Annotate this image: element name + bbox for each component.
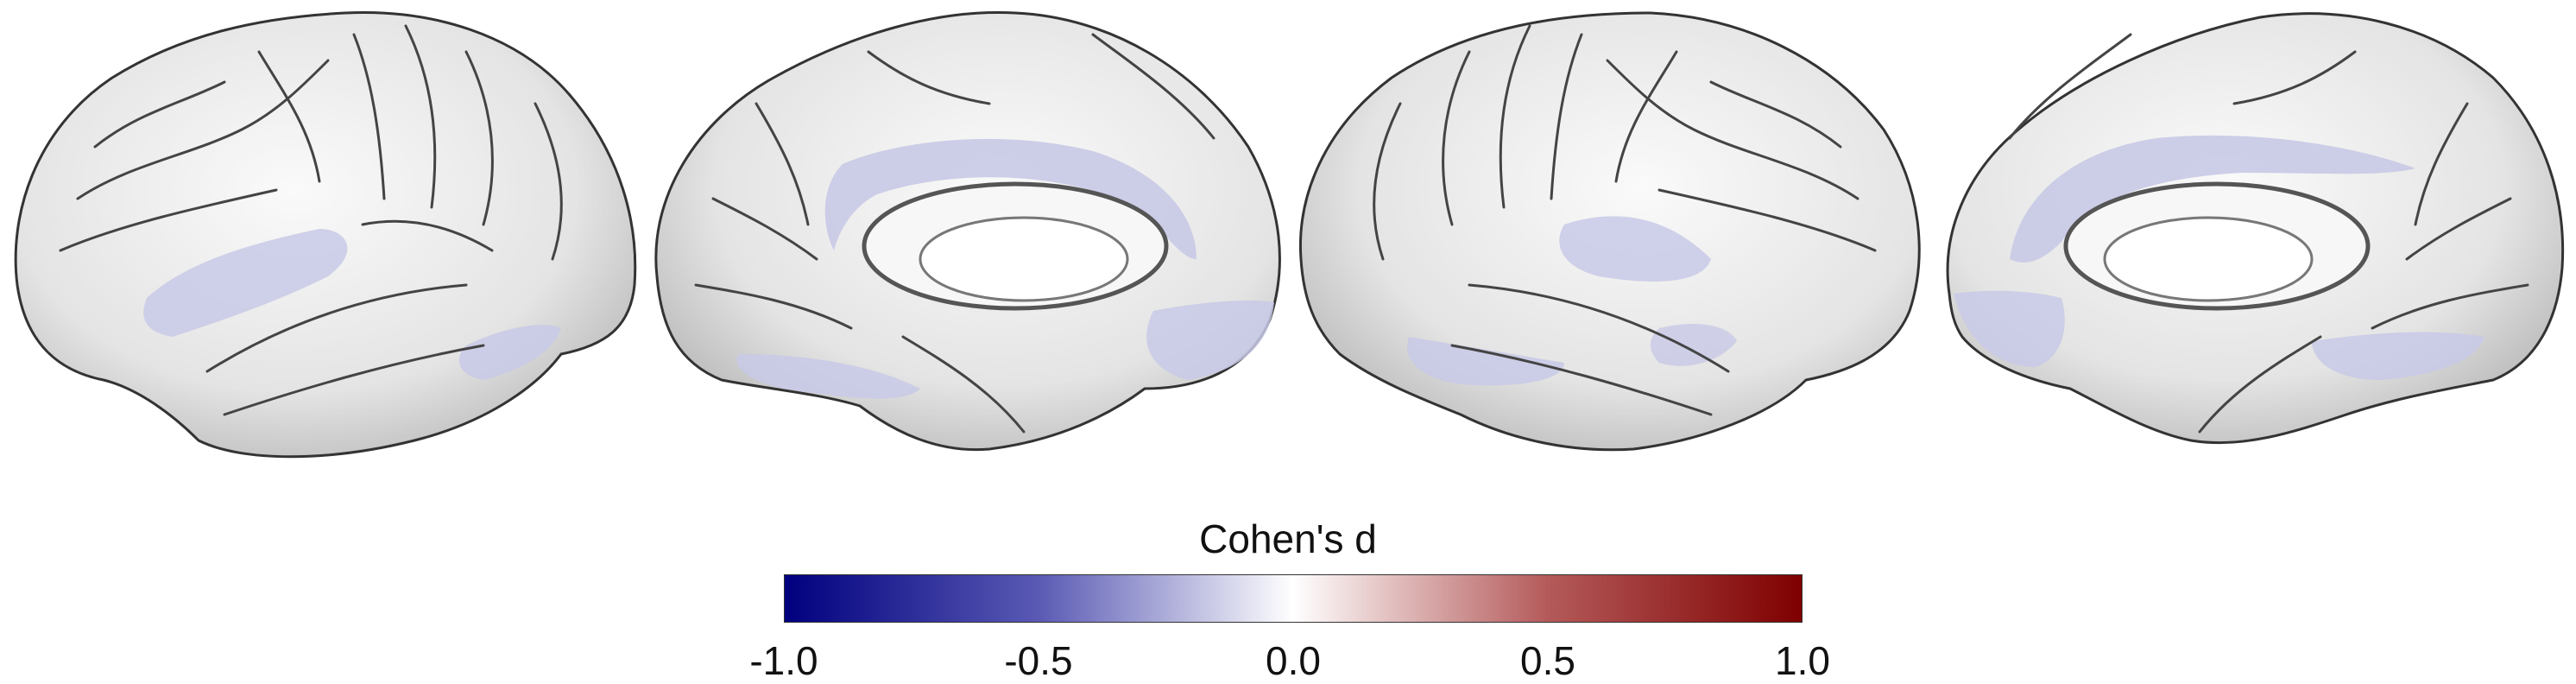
colorbar-tick-label: 1.0 <box>1775 637 1830 684</box>
colorbar-tick-label: 0.0 <box>1266 637 1321 684</box>
colorbar-tick-label: -1.0 <box>749 637 818 684</box>
brain-right-lateral <box>1288 0 1932 484</box>
colorbar-title: Cohen's d <box>0 516 2576 562</box>
brain-right-medial <box>1932 0 2576 484</box>
colorbar-tick-label: 0.5 <box>1520 637 1575 684</box>
brain-surface-panel <box>0 0 2576 484</box>
colorbar-tick-label: -0.5 <box>1004 637 1072 684</box>
colorbar-gradient <box>784 574 1803 623</box>
brain-left-medial <box>644 0 1288 484</box>
brain-left-lateral <box>0 0 644 484</box>
effect-region-vmpfc <box>1954 291 2065 367</box>
effect-region-vmpfc <box>1146 301 1274 380</box>
